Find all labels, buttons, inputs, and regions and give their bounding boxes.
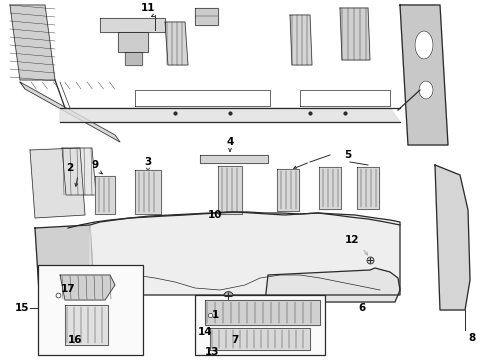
- Text: 6: 6: [358, 303, 366, 313]
- Ellipse shape: [415, 31, 433, 59]
- Polygon shape: [30, 148, 85, 218]
- Polygon shape: [435, 165, 470, 310]
- Text: (22): (22): [56, 266, 69, 270]
- Polygon shape: [218, 166, 242, 214]
- Text: 5: 5: [344, 150, 352, 160]
- Polygon shape: [400, 5, 448, 145]
- Polygon shape: [277, 169, 299, 211]
- Text: 9: 9: [92, 160, 98, 170]
- Ellipse shape: [419, 81, 433, 99]
- Polygon shape: [90, 212, 400, 295]
- Text: 3: 3: [145, 157, 151, 167]
- Text: 8: 8: [468, 333, 476, 343]
- Text: 2: 2: [66, 163, 74, 173]
- Polygon shape: [290, 15, 312, 65]
- Bar: [195, 295, 325, 355]
- Polygon shape: [319, 167, 341, 209]
- Polygon shape: [205, 300, 320, 325]
- Text: 11: 11: [141, 3, 155, 13]
- Text: 16: 16: [68, 335, 82, 345]
- Polygon shape: [62, 148, 96, 195]
- Text: 15: 15: [15, 303, 29, 313]
- Polygon shape: [95, 176, 115, 214]
- Polygon shape: [135, 170, 161, 214]
- Text: 4: 4: [226, 137, 234, 147]
- Polygon shape: [165, 22, 188, 65]
- Polygon shape: [20, 82, 120, 142]
- Text: 12: 12: [345, 235, 359, 245]
- Polygon shape: [35, 225, 95, 308]
- Polygon shape: [357, 167, 379, 209]
- Text: 17: 17: [61, 284, 75, 294]
- Polygon shape: [195, 8, 218, 25]
- Polygon shape: [10, 5, 55, 80]
- Polygon shape: [210, 328, 310, 350]
- Polygon shape: [340, 8, 370, 60]
- Polygon shape: [118, 32, 148, 52]
- Polygon shape: [65, 305, 108, 345]
- Polygon shape: [125, 52, 142, 65]
- Text: 1: 1: [211, 310, 219, 320]
- Bar: [38, 265, 143, 355]
- Polygon shape: [100, 18, 165, 32]
- Polygon shape: [60, 108, 400, 122]
- Text: 14: 14: [197, 327, 212, 337]
- Text: 13: 13: [205, 347, 219, 357]
- Polygon shape: [265, 268, 400, 302]
- Text: 10: 10: [208, 210, 222, 220]
- Text: 7: 7: [231, 335, 239, 345]
- Polygon shape: [60, 275, 115, 300]
- Polygon shape: [200, 155, 268, 163]
